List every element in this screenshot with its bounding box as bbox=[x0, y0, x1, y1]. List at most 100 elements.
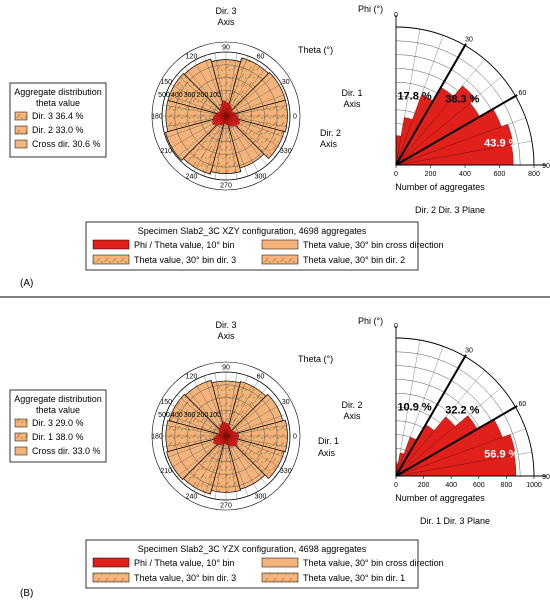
quarter-b-x-label: Number of aggregates bbox=[395, 493, 485, 503]
quarter-x-tick-800: 800 bbox=[528, 171, 540, 178]
rose-b-theta-label: Theta (°) bbox=[298, 354, 333, 364]
rose-spoke-40 bbox=[225, 74, 276, 117]
quarter-angle-tick-90: 90 bbox=[542, 163, 550, 170]
rose-spoke-130 bbox=[184, 66, 227, 117]
quarter-angle-tick-0: 0 bbox=[394, 323, 398, 330]
rose-angle-tick-330: 330 bbox=[280, 148, 292, 155]
legend-bottom-a: Specimen Slab2_3C XZY configuration, 469… bbox=[85, 221, 444, 271]
theta-bar-10deg-220 bbox=[214, 115, 227, 127]
quarter-a-phi-label: Phi (°) bbox=[358, 4, 383, 14]
quarter-percent-0: 10.9 % bbox=[397, 402, 431, 414]
legend-left-b-title1: Aggregate distribution bbox=[14, 394, 102, 404]
legend-bottom-b: Specimen Slab2_3C YZX configuration, 469… bbox=[85, 539, 444, 589]
legend-bottom-b-title: Specimen Slab2_3C YZX configuration, 469… bbox=[138, 544, 367, 554]
legend-left-b-swatch-cross bbox=[14, 446, 28, 456]
rose-angle-tick-150: 150 bbox=[160, 79, 172, 86]
quarter-separator-30 bbox=[395, 405, 518, 477]
rose-spoke-10 bbox=[225, 104, 290, 117]
quarter-percent-1: 38.3 % bbox=[445, 94, 479, 106]
rose-spoke-50 bbox=[225, 386, 268, 437]
quarter-x-tick-200: 200 bbox=[418, 482, 430, 489]
quarter-b-plane-label: Dir. 1 Dir. 3 Plane bbox=[420, 516, 490, 526]
legend-left-a-title2: theta value bbox=[36, 98, 80, 108]
legend-left-a-item-dir2: Dir. 2 33.0 % bbox=[32, 125, 84, 135]
quarter-x-tick-400: 400 bbox=[445, 482, 457, 489]
theta-bar-10deg-350 bbox=[225, 115, 238, 120]
rose-a-axis-top-line1: Dir. 3 bbox=[215, 6, 236, 16]
rose-angle-tick-180: 180 bbox=[151, 114, 163, 121]
rose-angle-tick-0: 0 bbox=[293, 434, 297, 441]
panel-a-label: (A) bbox=[20, 278, 33, 289]
rose-angle-tick-270: 270 bbox=[220, 503, 232, 510]
phi-bar-70 bbox=[395, 117, 413, 166]
rose-angle-tick-240: 240 bbox=[186, 493, 198, 500]
rose-radial-tick-100: 100 bbox=[209, 412, 221, 419]
rose-spoke-170 bbox=[162, 104, 227, 117]
legend-left-b-swatch-dir1 bbox=[14, 432, 28, 442]
rose-angle-tick-150: 150 bbox=[160, 399, 172, 406]
quarter-percent-0: 17.8 % bbox=[397, 91, 431, 103]
quarter-a-x-label: Number of aggregates bbox=[395, 182, 485, 192]
legend-left-a-swatch-dir2 bbox=[14, 125, 28, 135]
rose-label-ring bbox=[151, 41, 301, 191]
phi-bar-10 bbox=[395, 124, 514, 166]
quarter-x-tick-600: 600 bbox=[473, 482, 485, 489]
rose-radial-tick-500: 500 bbox=[158, 412, 170, 419]
legend-left-b-item-dir3: Dir. 3 29.0 % bbox=[32, 418, 84, 428]
rose-angle-tick-120: 120 bbox=[186, 374, 198, 381]
rose-spoke-140 bbox=[176, 74, 227, 117]
quarter-x-tick-0: 0 bbox=[394, 482, 398, 489]
rose-spoke-150 bbox=[170, 83, 227, 117]
rose-a-axis-right-line1: Dir. 2 bbox=[320, 128, 341, 138]
rose-spoke-280 bbox=[225, 115, 238, 180]
legend-bottom-b-item-dir3: Theta value, 30° bin dir. 3 bbox=[134, 573, 236, 583]
rose-b-axis-top-line1: Dir. 3 bbox=[215, 320, 236, 330]
rose-a-theta-label: Theta (°) bbox=[298, 45, 333, 55]
legend-left-a: Aggregate distribution theta value Dir. … bbox=[9, 82, 107, 158]
legend-left-a-title1: Aggregate distribution bbox=[14, 87, 102, 97]
rose-a-axis-right-line2: Axis bbox=[320, 139, 338, 149]
theta-bar-10deg-350 bbox=[225, 435, 238, 440]
quarter-outer-arc bbox=[395, 26, 535, 166]
legend-bottom-b-item-dir1: Theta value, 30° bin dir. 1 bbox=[303, 573, 405, 583]
rose-spoke-70 bbox=[225, 375, 249, 437]
legend-bottom-a-item-red: Phi / Theta value, 10° bin bbox=[134, 240, 235, 250]
legend-bottom-b-box bbox=[85, 539, 419, 589]
legend-bottom-a-swatch-cross bbox=[261, 239, 299, 250]
rose-spoke-160 bbox=[165, 93, 227, 117]
quarter-x-tick-0: 0 bbox=[394, 171, 398, 178]
rose-spoke-60 bbox=[225, 60, 259, 117]
rose-spoke-160 bbox=[165, 413, 227, 437]
legend-bottom-b-item-red: Phi / Theta value, 10° bin bbox=[134, 558, 235, 568]
theta-bar-10deg-140 bbox=[218, 429, 227, 437]
quarter-percent-2: 43.9 % bbox=[484, 138, 518, 150]
rose-spoke-30 bbox=[225, 403, 282, 437]
quarter-a-axis-line2: Axis bbox=[343, 99, 361, 109]
rose-radial-tick-300: 300 bbox=[184, 412, 196, 419]
legend-bottom-b-item-cross: Theta value, 30° bin cross direction bbox=[303, 558, 444, 568]
phi-bar-40 bbox=[395, 416, 456, 477]
legend-bottom-b-swatch-red bbox=[92, 557, 130, 568]
legend-bottom-a-swatch-dir3 bbox=[92, 254, 130, 265]
rose-angle-tick-330: 330 bbox=[280, 468, 292, 475]
quarter-grid-arc-9 bbox=[395, 351, 521, 477]
quarter-outer-arc bbox=[395, 337, 535, 477]
quarter-percent-1: 32.2 % bbox=[445, 405, 479, 417]
legend-left-b-swatch-dir3 bbox=[14, 418, 28, 428]
theta-bar-10deg-230 bbox=[217, 435, 227, 446]
rose-angle-tick-0: 0 bbox=[293, 114, 297, 121]
rose-radial-tick-100: 100 bbox=[209, 92, 221, 99]
legend-bottom-a-item-dir3: Theta value, 30° bin dir. 3 bbox=[134, 255, 236, 265]
quarter-angle-tick-0: 0 bbox=[394, 12, 398, 19]
theta-bar-10deg-0 bbox=[225, 434, 239, 438]
rose-radial-tick-400: 400 bbox=[171, 412, 183, 419]
quarter-x-tick-600: 600 bbox=[494, 171, 506, 178]
rose-spoke-150 bbox=[170, 403, 227, 437]
theta-bar-10deg-250 bbox=[221, 435, 227, 445]
theta-bar-10deg-130 bbox=[218, 427, 227, 437]
rose-outer-ring bbox=[161, 51, 291, 181]
rose-spoke-240 bbox=[193, 115, 227, 172]
